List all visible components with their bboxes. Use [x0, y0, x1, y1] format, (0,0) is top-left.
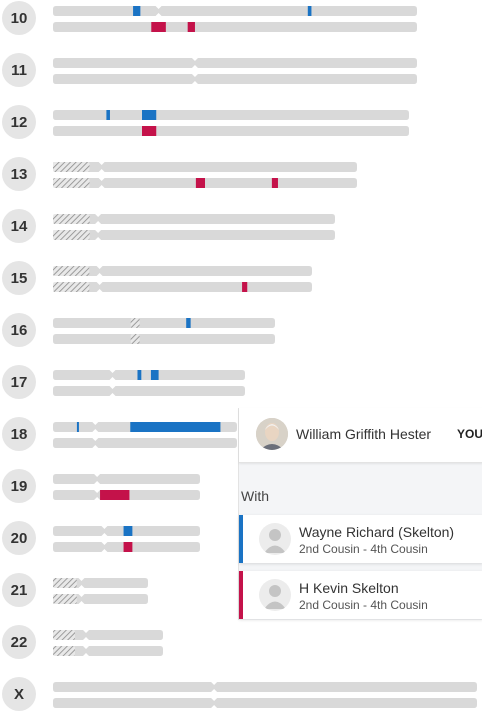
match-relationship-2: 2nd Cousin - 4th Cousin — [299, 598, 428, 612]
chromosome-14-bottom-strand[interactable] — [53, 230, 335, 240]
match-segment-20-top-0[interactable] — [123, 526, 133, 536]
chromosome-10-bottom-strand[interactable] — [53, 22, 417, 32]
chromosome-15-bottom-hatched-region — [53, 282, 90, 292]
chromosome-14-top-strand[interactable] — [53, 214, 335, 224]
chromosome-12-bottom-strand[interactable] — [53, 126, 409, 136]
match-card-2[interactable]: H Kevin Skelton 2nd Cousin - 4th Cousin — [239, 571, 482, 619]
chromosome-15-top-strand[interactable] — [53, 266, 312, 276]
chromosome-label-17: 17 — [2, 365, 36, 399]
match-segment-17-top-0[interactable] — [137, 370, 142, 380]
user-avatar — [256, 418, 288, 450]
chromosome-14-bottom-hatched-region — [53, 230, 90, 240]
match-segment-13-bottom-0[interactable] — [195, 178, 205, 188]
chromosome-14-top-hatched-region — [53, 214, 90, 224]
match-card-1[interactable]: Wayne Richard (Skelton) 2nd Cousin - 4th… — [239, 515, 482, 563]
chromosome-18-bottom-strand[interactable] — [53, 438, 237, 448]
match-segment-10-top-1[interactable] — [307, 6, 312, 16]
chromosome-label-11: 11 — [2, 53, 36, 87]
chromosome-22-top-strand[interactable] — [53, 630, 163, 640]
match-segment-18-top-1[interactable] — [130, 422, 221, 432]
with-label: With — [241, 488, 269, 504]
chromosome-13-top-hatched-region — [53, 162, 90, 172]
chromosome-label-18: 18 — [2, 417, 36, 451]
chromosome-X-top-strand[interactable] — [53, 682, 477, 692]
chromosome-label-22: 22 — [2, 625, 36, 659]
chromosome-16-bottom-strand[interactable] — [53, 334, 275, 344]
match-segment-17-top-1[interactable] — [150, 370, 159, 380]
chromosome-16-top-strand[interactable] — [53, 318, 275, 328]
chromosome-X-bottom-strand[interactable] — [53, 698, 477, 708]
match-segment-13-bottom-1[interactable] — [271, 178, 278, 188]
match-segment-10-top-0[interactable] — [133, 6, 141, 16]
chromosome-17-bottom-strand[interactable] — [53, 386, 245, 396]
match-segment-12-top-1[interactable] — [142, 110, 157, 120]
chromosome-16-bottom-hatched-region — [130, 334, 140, 344]
chromosome-22-top-hatched-region — [53, 630, 75, 640]
match-segment-16-top-0[interactable] — [186, 318, 191, 328]
chromosome-label-15: 15 — [2, 261, 36, 295]
match-name-1: Wayne Richard (Skelton) — [299, 524, 455, 540]
chromosome-21-top-hatched-region — [53, 578, 77, 588]
person-silhouette-icon — [259, 523, 291, 555]
you-badge: YOU — [457, 427, 482, 441]
chromosome-21-bottom-hatched-region — [53, 594, 77, 604]
match-segment-12-top-0[interactable] — [106, 110, 110, 120]
chromosome-15-bottom-strand[interactable] — [53, 282, 312, 292]
match-color-bar-1 — [239, 515, 243, 563]
person-silhouette-icon — [259, 579, 291, 611]
chromosome-label-10: 10 — [2, 1, 36, 35]
chromosome-17-top-strand[interactable] — [53, 370, 245, 380]
you-name: William Griffith Hester — [296, 426, 432, 442]
chromosome-label-14: 14 — [2, 209, 36, 243]
chromosome-label-16: 16 — [2, 313, 36, 347]
chromosome-label-20: 20 — [2, 521, 36, 555]
match-color-bar-2 — [239, 571, 243, 619]
match-segment-12-bottom-0[interactable] — [142, 126, 157, 136]
match-panel: William Griffith Hester YOU With Wayne R… — [238, 408, 482, 620]
match-segment-10-bottom-0[interactable] — [151, 22, 166, 32]
chromosome-19-top-strand[interactable] — [53, 474, 200, 484]
chromosome-13-top-strand[interactable] — [53, 162, 357, 172]
chromosome-13-bottom-hatched-region — [53, 178, 90, 188]
match-segment-18-top-0[interactable] — [76, 422, 79, 432]
chromosome-label-x: X — [2, 677, 36, 711]
chromosome-label-19: 19 — [2, 469, 36, 503]
chromosome-label-13: 13 — [2, 157, 36, 191]
chromosome-10-top-strand[interactable] — [53, 6, 417, 16]
match-segment-19-bottom-0[interactable] — [100, 490, 130, 500]
chromosome-11-top-strand[interactable] — [53, 58, 417, 68]
chromosome-22-bottom-strand[interactable] — [53, 646, 163, 656]
chromosome-15-top-hatched-region — [53, 266, 90, 276]
match-segment-20-bottom-0[interactable] — [123, 542, 133, 552]
you-card[interactable]: William Griffith Hester YOU — [239, 408, 482, 463]
match-relationship-1: 2nd Cousin - 4th Cousin — [299, 542, 428, 556]
chromosome-16-top-hatched-region — [130, 318, 140, 328]
match-name-2: H Kevin Skelton — [299, 580, 399, 596]
chromosome-11-bottom-strand[interactable] — [53, 74, 417, 84]
chromosome-22-bottom-hatched-region — [53, 646, 75, 656]
match-segment-15-bottom-0[interactable] — [242, 282, 248, 292]
chromosome-label-21: 21 — [2, 573, 36, 607]
match-segment-10-bottom-1[interactable] — [187, 22, 195, 32]
chromosome-label-12: 12 — [2, 105, 36, 139]
